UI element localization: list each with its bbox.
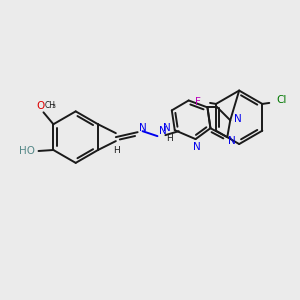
Text: O: O [36,101,45,111]
Text: H: H [166,134,173,142]
Text: N: N [234,114,242,124]
Text: H: H [113,146,120,154]
Text: CH: CH [44,101,56,110]
Text: N: N [139,123,146,133]
Text: 3: 3 [51,104,56,109]
Text: N: N [228,136,236,146]
Text: F: F [195,97,201,107]
Text: N: N [193,142,200,152]
Text: HO: HO [19,146,34,156]
Text: N: N [163,123,171,133]
Text: N: N [158,126,166,136]
Text: Cl: Cl [276,95,286,105]
